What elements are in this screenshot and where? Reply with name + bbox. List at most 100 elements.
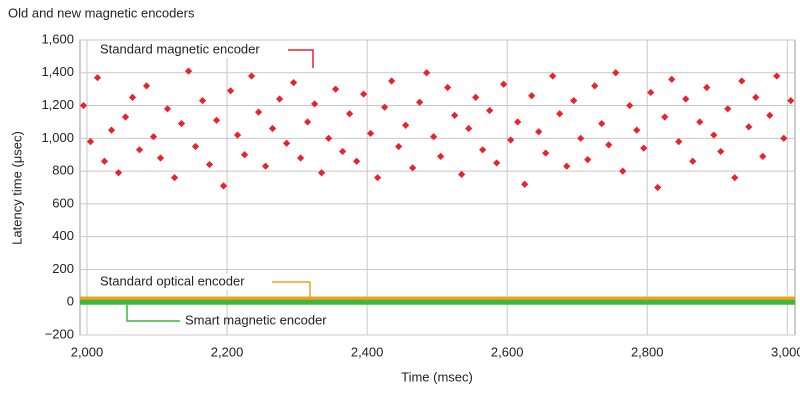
point — [339, 147, 347, 156]
point — [577, 134, 585, 142]
series-label: Standard magnetic encoder — [100, 41, 260, 56]
point — [717, 147, 725, 156]
point — [584, 156, 592, 164]
leader-line — [272, 281, 311, 297]
point — [458, 170, 466, 178]
point — [79, 101, 88, 110]
y-tick-label: 1,400 — [41, 64, 74, 79]
point — [198, 97, 207, 105]
point — [184, 67, 193, 75]
x-tick-label: 2,600 — [491, 344, 524, 359]
point — [268, 124, 277, 133]
point — [493, 159, 501, 167]
y-tick-label: 1,200 — [41, 97, 74, 112]
x-tick-label: 2,000 — [71, 344, 104, 359]
point — [107, 126, 116, 134]
point — [465, 124, 473, 133]
point — [240, 151, 249, 159]
point — [598, 119, 606, 128]
point — [395, 142, 403, 151]
point — [170, 174, 179, 182]
x-tick-label: 2,200 — [211, 344, 244, 359]
point — [388, 77, 396, 85]
point — [226, 87, 235, 95]
point — [381, 103, 389, 111]
point — [675, 138, 683, 146]
y-tick-label: −200 — [45, 326, 74, 341]
y-tick-label: 600 — [52, 195, 74, 210]
point — [149, 133, 158, 141]
point — [738, 77, 746, 85]
series-label: Smart magnetic encoder — [185, 312, 327, 327]
point — [451, 111, 459, 119]
point — [626, 101, 634, 110]
x-tick-label: 3,000 — [771, 344, 800, 359]
x-axis-label: Time (msec) — [401, 369, 473, 384]
point — [500, 80, 508, 88]
x-tick-label: 2,400 — [351, 344, 384, 359]
point — [156, 154, 165, 162]
point — [535, 128, 543, 136]
y-tick-label: 800 — [52, 163, 74, 178]
point — [100, 157, 109, 165]
point — [731, 174, 739, 182]
point — [205, 160, 214, 169]
point — [163, 105, 172, 113]
point — [142, 82, 151, 90]
point — [128, 93, 137, 101]
point — [310, 100, 319, 108]
plot-area — [79, 39, 796, 336]
point — [353, 157, 361, 165]
point — [703, 83, 711, 92]
y-tick-label: 200 — [52, 261, 74, 276]
y-tick-label: 400 — [52, 228, 74, 243]
label-bg — [96, 42, 286, 58]
point — [444, 83, 452, 92]
point — [402, 121, 410, 129]
point — [640, 144, 648, 152]
point — [409, 164, 417, 172]
point — [332, 85, 340, 93]
point — [745, 123, 753, 131]
point — [423, 69, 431, 77]
point — [556, 110, 564, 118]
point — [549, 72, 557, 80]
point — [296, 154, 305, 162]
point — [514, 118, 522, 126]
point — [212, 116, 221, 124]
point — [135, 146, 144, 154]
point — [472, 93, 480, 101]
annotations: Standard magnetic encoder Standard optic… — [96, 41, 327, 327]
point — [507, 136, 515, 144]
point — [247, 72, 256, 80]
point — [289, 79, 298, 87]
point — [619, 167, 627, 175]
point — [682, 95, 690, 103]
leader-line — [288, 49, 314, 68]
point — [710, 131, 718, 139]
point — [647, 88, 655, 97]
label-bg — [96, 274, 272, 290]
point — [374, 174, 382, 182]
point — [633, 126, 641, 134]
point — [479, 146, 487, 154]
point — [318, 169, 326, 177]
point — [591, 82, 599, 90]
point — [303, 118, 312, 126]
point — [254, 108, 263, 116]
leader-line — [126, 305, 180, 322]
point — [261, 162, 270, 170]
point — [759, 152, 767, 160]
grid — [80, 39, 795, 336]
point — [346, 110, 354, 118]
point — [696, 118, 704, 126]
point — [275, 95, 284, 103]
point — [668, 75, 676, 83]
point — [437, 152, 445, 160]
point — [114, 169, 123, 177]
point — [325, 134, 333, 142]
point — [542, 149, 550, 157]
point — [360, 90, 368, 98]
point — [416, 98, 424, 106]
chart-title: Old and new magnetic encoders — [8, 5, 195, 20]
